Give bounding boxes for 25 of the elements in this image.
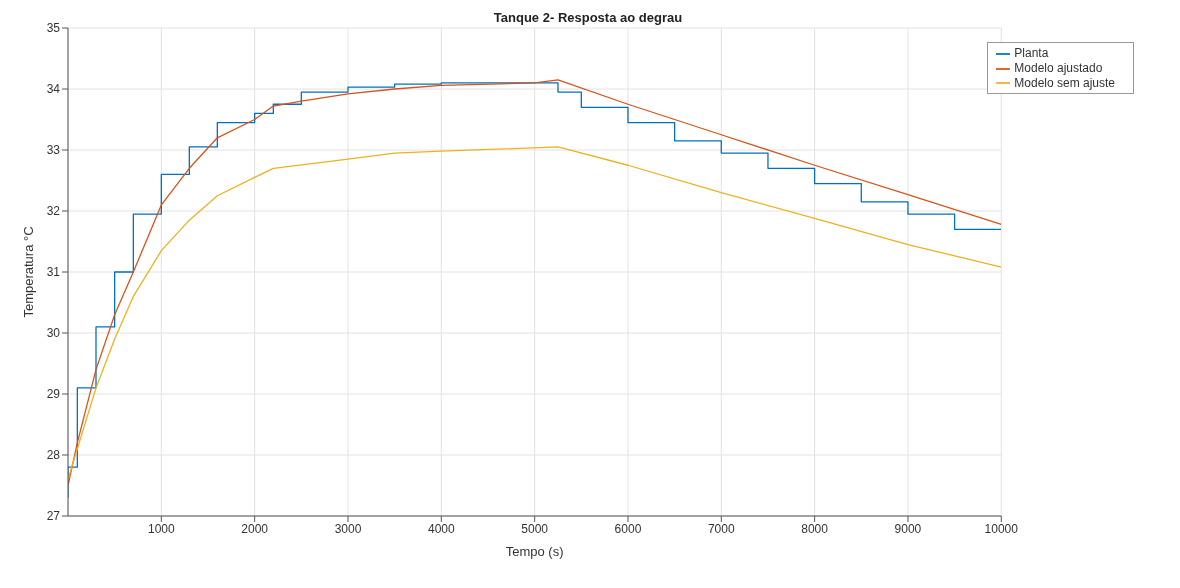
- legend-label: Planta: [1014, 46, 1049, 60]
- y-tick-label: 34: [46, 82, 61, 97]
- x-tick-label: 8000: [801, 521, 829, 536]
- x-tick-label: 2000: [241, 521, 269, 536]
- y-tick-label: 32: [46, 204, 61, 219]
- legend-label: Modelo ajustado: [1014, 60, 1103, 75]
- x-tick-label: 3000: [334, 521, 362, 536]
- x-tick-label: 1000: [147, 521, 175, 536]
- x-tick-label: 10000: [984, 521, 1019, 536]
- x-tick-label: 9000: [894, 521, 922, 536]
- y-tick-label: 31: [46, 265, 61, 280]
- x-tick-label: 6000: [614, 521, 642, 536]
- chart-title: Tanque 2- Resposta ao degrau: [493, 10, 683, 25]
- y-tick-label: 28: [46, 448, 61, 463]
- y-tick-label: 30: [46, 326, 61, 341]
- x-tick-label: 7000: [707, 521, 735, 536]
- y-tick-label: 27: [46, 509, 61, 524]
- y-tick-label: 29: [46, 387, 61, 402]
- x-tick-label: 5000: [521, 521, 549, 536]
- y-tick-label: 33: [46, 143, 61, 158]
- x-tick-label: 4000: [427, 521, 455, 536]
- legend-label: Modelo sem ajuste: [1014, 75, 1115, 90]
- x-axis-title: Tempo (s): [505, 544, 564, 559]
- y-tick-label: 35: [46, 21, 61, 36]
- y-axis-title: Temperatura °C: [20, 226, 36, 318]
